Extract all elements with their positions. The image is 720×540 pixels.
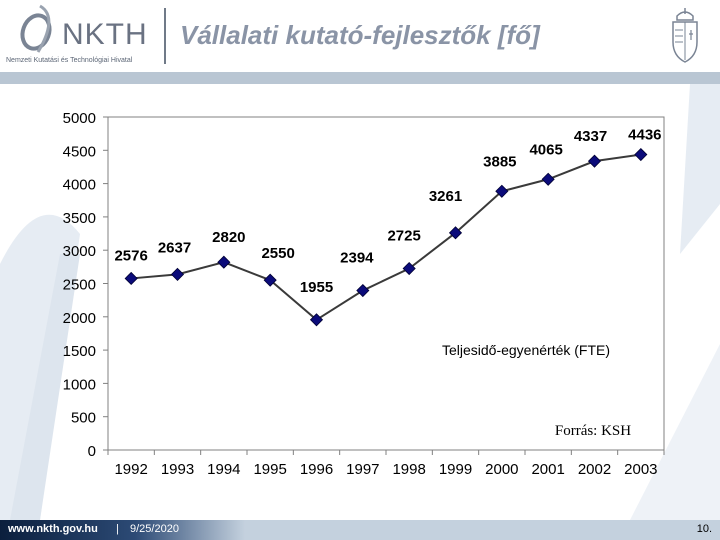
data-label: 2394 bbox=[340, 250, 374, 267]
y-axis: 0 500 1000 1500 2000 2500 3000 3500 4000 4500 5000 bbox=[63, 110, 108, 460]
logo-subtitle: Nemzeti Kutatási és Technológiai Hivatal bbox=[6, 57, 133, 64]
x-tick-label: 1999 bbox=[439, 461, 472, 478]
x-axis: 1992 1993 1994 1995 1996 1997 1998 1999 2000 2001… bbox=[107, 450, 665, 478]
data-label: 4436 bbox=[628, 127, 661, 144]
footer-separator: | bbox=[116, 523, 119, 535]
y-tick-label: 2500 bbox=[63, 277, 96, 294]
y-tick-label: 4000 bbox=[63, 177, 96, 194]
y-tick-label: 1500 bbox=[63, 343, 96, 360]
page-number: 10. bbox=[696, 523, 712, 535]
data-labels: 2576 2637 2820 2550 1955 2394 2725 3261 3885 4065… bbox=[114, 127, 661, 296]
header-divider bbox=[164, 8, 166, 64]
x-tick-label: 2001 bbox=[531, 461, 564, 478]
data-point-marker bbox=[495, 184, 509, 198]
y-tick-label: 3500 bbox=[63, 210, 96, 227]
x-tick-label: 1993 bbox=[161, 461, 194, 478]
y-tick-label: 4500 bbox=[63, 143, 96, 160]
y-tick-label: 0 bbox=[88, 443, 96, 460]
data-point-marker bbox=[217, 255, 231, 269]
data-label: 4337 bbox=[574, 128, 607, 145]
data-point-marker bbox=[402, 261, 416, 276]
data-point-marker bbox=[541, 172, 555, 186]
source-note: Forrás: KSH bbox=[555, 423, 631, 439]
data-point-marker bbox=[634, 147, 648, 162]
nkth-logo-icon bbox=[20, 4, 52, 53]
data-point-marker bbox=[587, 154, 602, 168]
data-label: 4065 bbox=[529, 141, 562, 158]
x-tick-label: 1998 bbox=[392, 461, 425, 478]
x-tick-label: 1994 bbox=[207, 461, 240, 478]
x-tick-label: 1996 bbox=[300, 461, 333, 478]
footer: www.nkth.gov.hu | 9/25/2020 10. bbox=[0, 520, 720, 540]
footer-date: 9/25/2020 bbox=[130, 523, 179, 535]
data-label: 3261 bbox=[429, 188, 462, 205]
x-tick-label: 1992 bbox=[114, 461, 147, 478]
data-label: 2820 bbox=[212, 229, 245, 246]
data-point-marker bbox=[124, 271, 138, 286]
data-point-marker bbox=[448, 226, 463, 240]
logo-text: NKTH bbox=[62, 18, 148, 51]
data-label: 1955 bbox=[300, 279, 333, 296]
line-chart: 0 500 1000 1500 2000 2500 3000 3500 4000 4500 5000… bbox=[63, 110, 665, 478]
y-tick-label: 1000 bbox=[63, 376, 96, 393]
data-point-marker bbox=[309, 313, 324, 327]
header: NKTH Nemzeti Kutatási és Technológiai Hi… bbox=[0, 0, 720, 72]
x-tick-label: 2000 bbox=[485, 461, 518, 478]
footer-band: www.nkth.gov.hu | 9/25/2020 bbox=[0, 520, 245, 540]
header-band bbox=[0, 72, 720, 84]
data-label: 3885 bbox=[483, 153, 516, 170]
page-title: Vállalati kutató-fejlesztők [fő] bbox=[180, 20, 540, 50]
data-point-marker bbox=[263, 273, 277, 287]
plot-frame bbox=[107, 116, 665, 451]
y-tick-label: 5000 bbox=[63, 110, 96, 127]
x-tick-label: 1995 bbox=[253, 461, 286, 478]
data-label: 2576 bbox=[114, 247, 147, 264]
x-tick-label: 2003 bbox=[624, 461, 657, 478]
data-label: 2725 bbox=[387, 228, 420, 245]
footer-url-link[interactable]: www.nkth.gov.hu bbox=[8, 523, 98, 535]
x-tick-label: 1997 bbox=[346, 461, 379, 478]
y-tick-label: 3000 bbox=[63, 243, 96, 260]
data-label: 2550 bbox=[261, 245, 294, 262]
watermark-decoration bbox=[0, 84, 720, 520]
coat-of-arms-icon bbox=[672, 8, 698, 63]
y-tick-label: 2000 bbox=[63, 310, 96, 327]
y-tick-label: 500 bbox=[71, 410, 96, 427]
x-tick-label: 2002 bbox=[578, 461, 611, 478]
data-label: 2637 bbox=[158, 239, 191, 256]
data-point-marker bbox=[170, 267, 185, 281]
data-markers bbox=[124, 147, 648, 327]
series-line bbox=[131, 153, 641, 322]
legend-label: Teljesidő-egyenérték (FTE) bbox=[442, 342, 610, 358]
data-point-marker bbox=[356, 283, 370, 298]
